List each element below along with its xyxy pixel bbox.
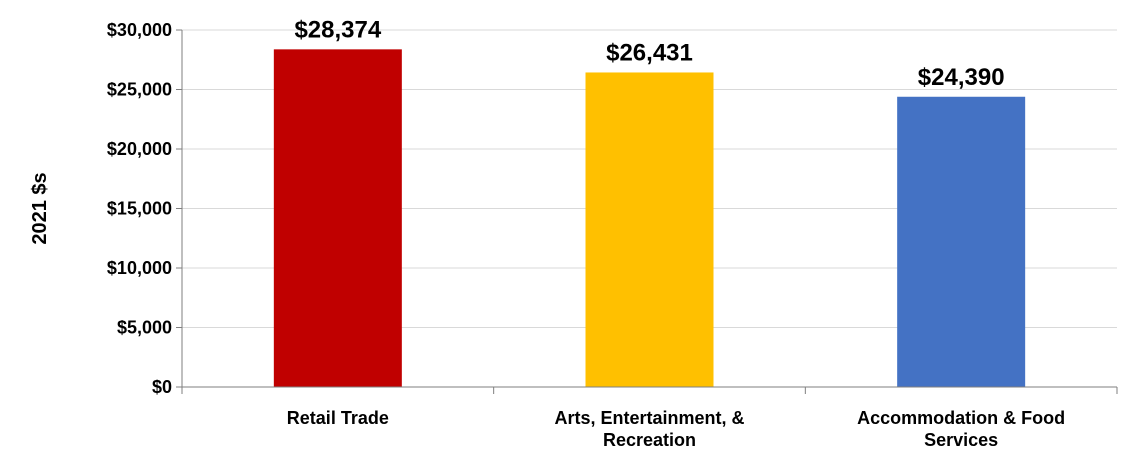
- bar: [585, 72, 714, 387]
- category-label: Retail Trade: [287, 408, 389, 428]
- data-label: $24,390: [918, 64, 1005, 91]
- y-tick-label: $5,000: [117, 318, 172, 338]
- bars: [273, 49, 1026, 388]
- data-label: $28,374: [294, 16, 381, 43]
- category-label: Services: [924, 430, 998, 450]
- y-tick-label: $30,000: [107, 20, 172, 40]
- bar: [273, 49, 402, 388]
- bar: [897, 96, 1026, 387]
- category-labels: Retail Trade Arts, Entertainment, &Recrea…: [287, 408, 1065, 450]
- y-tick-label: $10,000: [107, 258, 172, 278]
- y-tick-label: $0: [152, 377, 172, 397]
- category-label: Arts, Entertainment, &: [554, 408, 744, 428]
- y-tick-label: $20,000: [107, 139, 172, 159]
- y-axis-title: 2021 $s: [29, 172, 51, 244]
- y-tick-labels: $0 $5,000 $10,000 $15,000 $20,000 $25,000 $30,…: [107, 20, 172, 397]
- category-label: Recreation: [603, 430, 696, 450]
- y-tick-label: $25,000: [107, 80, 172, 100]
- category-label: Accommodation & Food: [857, 408, 1065, 428]
- data-label: $26,431: [606, 39, 693, 66]
- data-labels: $28,374 $26,431 $24,390: [294, 16, 1004, 90]
- axes: [176, 29, 1118, 394]
- y-tick-label: $15,000: [107, 199, 172, 219]
